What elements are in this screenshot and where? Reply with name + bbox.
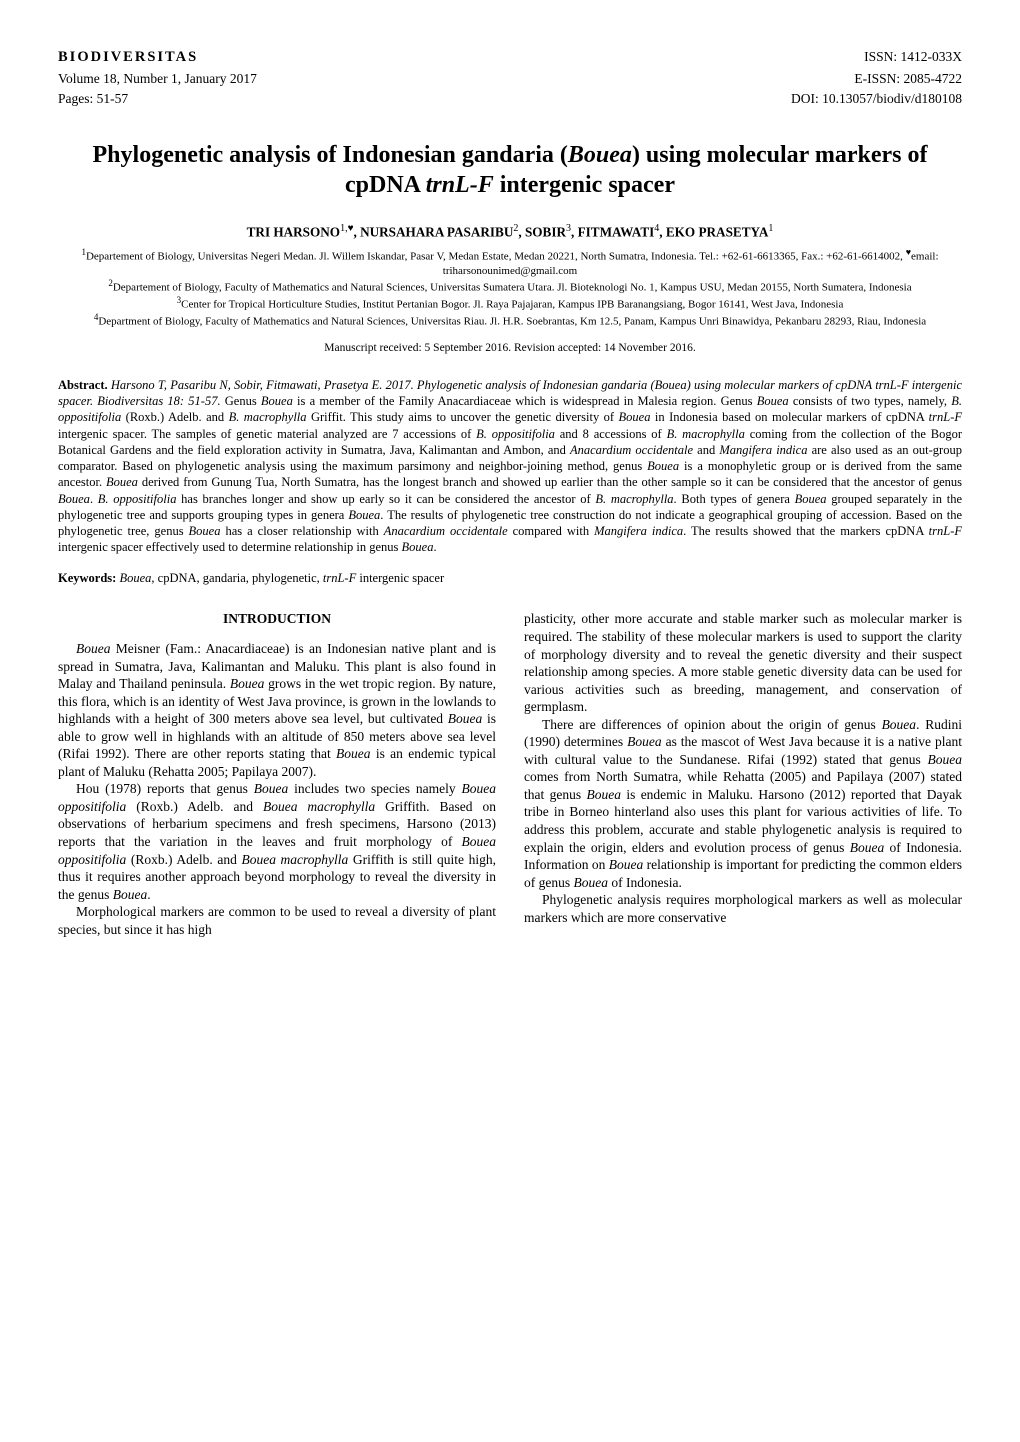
right-para-1: plasticity, other more accurate and stab… xyxy=(524,610,962,715)
affiliation-4: 4Department of Biology, Faculty of Mathe… xyxy=(58,312,962,329)
header-row-1: BIODIVERSITAS ISSN: 1412-033X xyxy=(58,48,962,68)
pages-line: Pages: 51-57 xyxy=(58,90,128,108)
header-row-3: Pages: 51-57 DOI: 10.13057/biodiv/d18010… xyxy=(58,90,962,108)
left-column: INTRODUCTION Bouea Meisner (Fam.: Anacar… xyxy=(58,610,496,938)
abstract-body: Genus Bouea is a member of the Family An… xyxy=(58,394,962,554)
manuscript-dates: Manuscript received: 5 September 2016. R… xyxy=(58,341,962,357)
affiliation-3: 3Center for Tropical Horticulture Studie… xyxy=(58,295,962,312)
keywords-text: Bouea, cpDNA, gandaria, phylogenetic, tr… xyxy=(119,571,444,585)
journal-name: BIODIVERSITAS xyxy=(58,48,198,68)
eissn: E-ISSN: 2085-4722 xyxy=(854,70,962,88)
affiliation-1: 1Departement of Biology, Universitas Neg… xyxy=(58,247,962,278)
right-para-3: Phylogenetic analysis requires morpholog… xyxy=(524,891,962,926)
abstract-block: Abstract. Harsono T, Pasaribu N, Sobir, … xyxy=(58,377,962,556)
volume-line: Volume 18, Number 1, January 2017 xyxy=(58,70,257,88)
left-para-2: Hou (1978) reports that genus Bouea incl… xyxy=(58,780,496,903)
paper-title: Phylogenetic analysis of Indonesian gand… xyxy=(58,140,962,200)
body-columns: INTRODUCTION Bouea Meisner (Fam.: Anacar… xyxy=(58,610,962,938)
issn: ISSN: 1412-033X xyxy=(864,48,962,68)
affiliations-block: 1Departement of Biology, Universitas Neg… xyxy=(58,247,962,329)
introduction-heading: INTRODUCTION xyxy=(58,610,496,628)
affiliation-2: 2Departement of Biology, Faculty of Math… xyxy=(58,278,962,295)
doi: DOI: 10.13057/biodiv/d180108 xyxy=(791,90,962,108)
keywords-block: Keywords: Bouea, cpDNA, gandaria, phylog… xyxy=(58,570,962,587)
left-para-1: Bouea Meisner (Fam.: Anacardiaceae) is a… xyxy=(58,640,496,780)
journal-header: BIODIVERSITAS ISSN: 1412-033X Volume 18,… xyxy=(58,48,962,108)
keywords-label: Keywords: xyxy=(58,571,116,585)
abstract-label: Abstract. xyxy=(58,378,108,392)
left-para-3: Morphological markers are common to be u… xyxy=(58,903,496,938)
authors-line: TRI HARSONO1,♥, NURSAHARA PASARIBU2, SOB… xyxy=(58,222,962,241)
right-column: plasticity, other more accurate and stab… xyxy=(524,610,962,938)
header-row-2: Volume 18, Number 1, January 2017 E-ISSN… xyxy=(58,70,962,88)
right-para-2: There are differences of opinion about t… xyxy=(524,716,962,891)
